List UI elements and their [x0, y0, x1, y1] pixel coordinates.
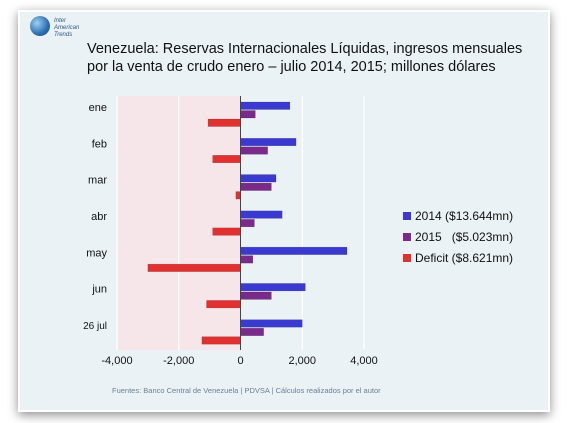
logo-line-3: Trends: [54, 32, 73, 38]
category-label-ene: ene: [89, 102, 107, 114]
bar-mar-series-0: [240, 174, 277, 183]
chart-card: Inter American Trends Venezuela: Reserva…: [18, 10, 550, 412]
bar-mar-series-1: [240, 182, 272, 191]
legend-item-deficit: Deficit ($8.621mn): [403, 247, 513, 268]
bar-may-series-0: [240, 246, 348, 255]
bar-may-series-1: [240, 255, 254, 264]
logo-line-1: Inter: [54, 18, 67, 24]
legend-label-deficit: Deficit ($8.621mn): [415, 250, 514, 265]
category-label-26-jul: 26 jul: [83, 321, 107, 332]
legend: 2014 ($13.644mn) 2015 ($5.023mn) Deficit…: [403, 205, 513, 268]
bar-jun-series-2: [206, 300, 241, 309]
logo-line-2: American: [54, 25, 80, 31]
bar-jun-series-0: [240, 283, 306, 292]
bar-26-jul-series-2: [201, 336, 241, 345]
x-tick-label-2: 0: [237, 355, 243, 367]
x-tick-label-3: 2,000: [288, 355, 316, 367]
legend-swatch-2014: [403, 211, 411, 220]
legend-swatch-deficit: [403, 253, 411, 262]
category-label-feb: feb: [92, 138, 107, 150]
bar-mar-series-2: [235, 191, 241, 200]
x-tick-label-1: -2,000: [163, 355, 194, 367]
x-tick-label-4: 4,000: [350, 355, 378, 367]
globe-icon: [30, 16, 50, 36]
bar-ene-series-1: [240, 110, 256, 119]
source-note: Fuentes: Banco Central de Venezuela | PD…: [112, 386, 381, 395]
bar-feb-series-1: [240, 146, 268, 155]
bar-26-jul-series-1: [240, 327, 264, 336]
bar-26-jul-series-0: [240, 319, 303, 328]
title-line-1: Venezuela: Reservas Internacionales Líqu…: [87, 41, 523, 57]
legend-label-2015: 2015 ($5.023mn): [415, 229, 514, 244]
legend-item-2015: 2015 ($5.023mn): [403, 226, 513, 247]
bar-ene-series-0: [240, 101, 291, 110]
legend-swatch-2015: [403, 232, 411, 241]
category-label-may: may: [86, 247, 107, 259]
chart-title: Venezuela: Reservas Internacionales Líqu…: [87, 40, 537, 76]
legend-label-2014: 2014 ($13.644mn): [415, 208, 514, 223]
bar-feb-series-2: [212, 155, 241, 164]
inter-american-trends-logo: Inter American Trends: [30, 16, 100, 42]
category-label-jun: jun: [91, 284, 107, 296]
bar-abr-series-0: [240, 210, 283, 219]
legend-item-2014: 2014 ($13.644mn): [403, 205, 513, 226]
bar-abr-series-1: [240, 219, 255, 228]
bar-may-series-2: [147, 263, 241, 272]
category-label-mar: mar: [88, 175, 107, 187]
bar-ene-series-2: [207, 118, 241, 127]
x-tick-label-0: -4,000: [101, 355, 132, 367]
category-label-abr: abr: [91, 211, 107, 223]
title-line-2: por la venta de crudo enero – julio 2014…: [87, 59, 496, 75]
bar-feb-series-0: [240, 138, 297, 147]
bar-abr-series-2: [212, 227, 241, 236]
logo-text: Inter American Trends: [54, 18, 79, 39]
bar-jun-series-1: [240, 291, 272, 300]
